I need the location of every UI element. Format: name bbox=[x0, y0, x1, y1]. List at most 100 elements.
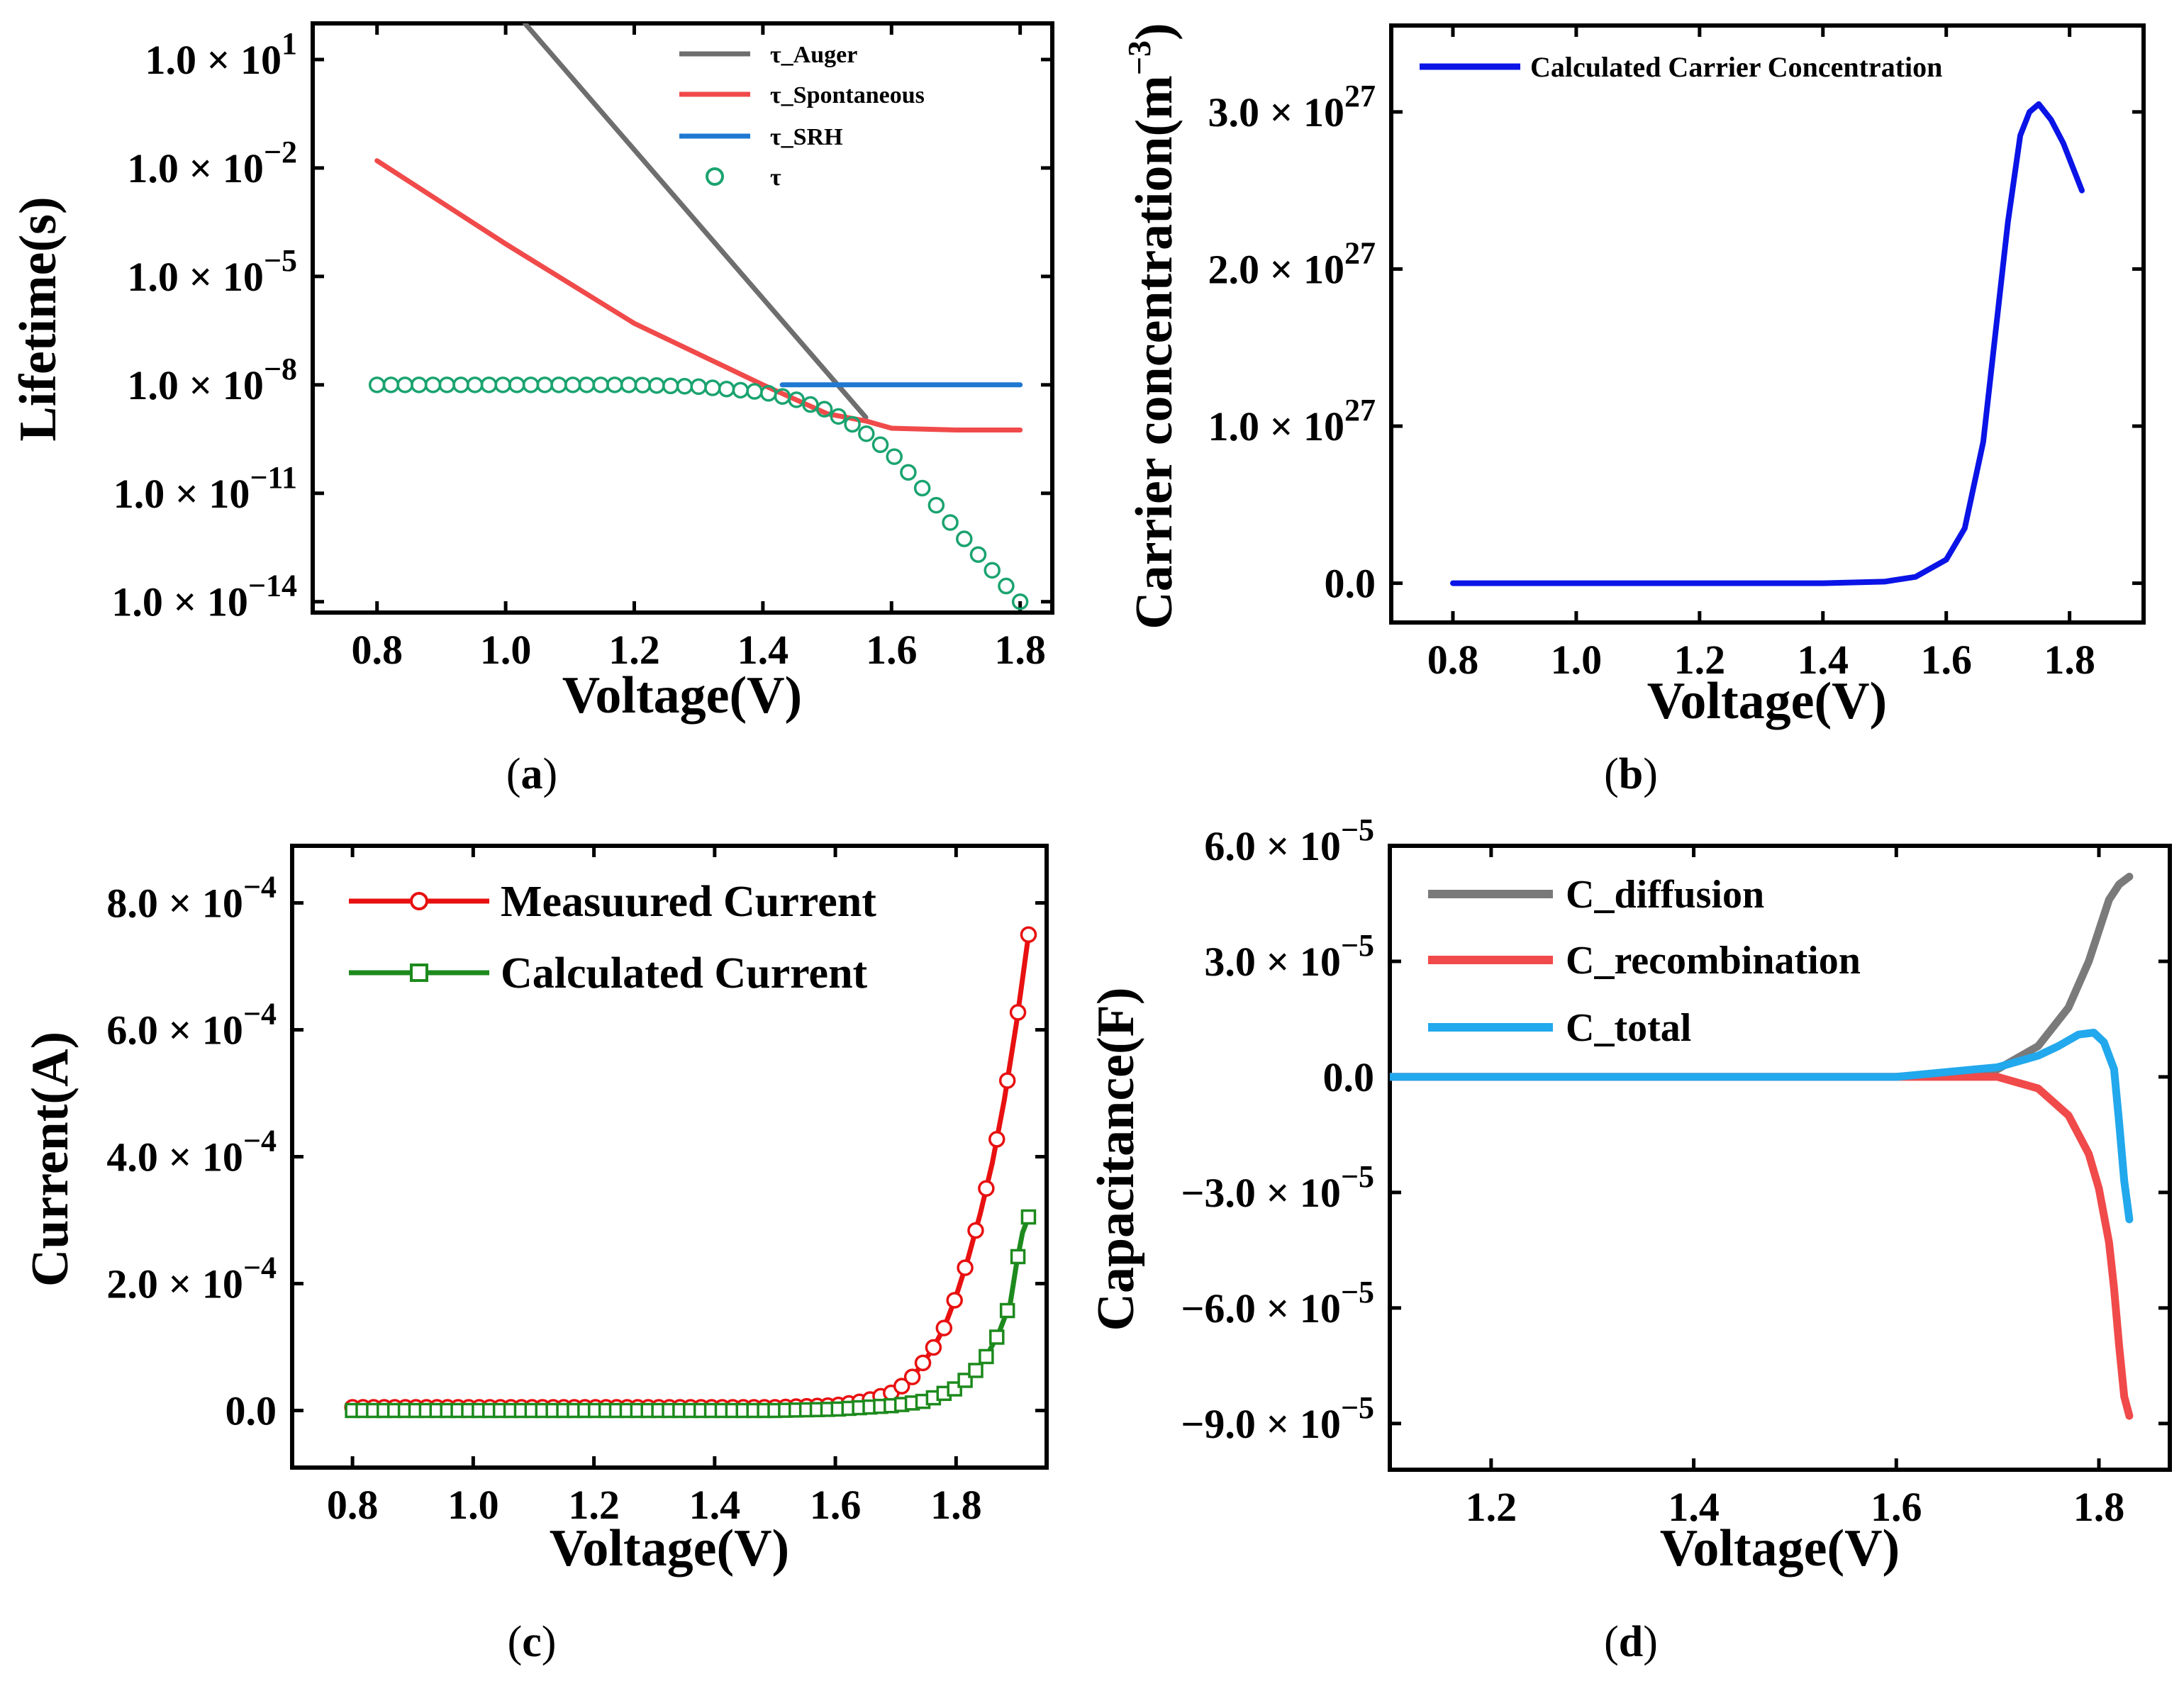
marker-series-3 bbox=[508, 376, 525, 393]
y-tick-label: 1.0 × 10−11 bbox=[113, 460, 297, 517]
y-axis-title-b: Carrier concentration(m−3) bbox=[1121, 23, 1183, 629]
y-tick-label: 8.0 × 10−4 bbox=[106, 870, 277, 927]
series-line-measuured-current bbox=[350, 932, 1031, 1410]
y-tick-label: 6.0 × 10−5 bbox=[1204, 812, 1374, 869]
y-axis-title-a: Lifetime(s) bbox=[9, 196, 67, 441]
x-tick-label: 1.4 bbox=[689, 1482, 741, 1528]
x-ticks-d: 1.2 1.4 1.6 1.8 bbox=[1466, 846, 2124, 1530]
legend-label-recombination: C_recombination bbox=[1566, 939, 1861, 983]
x-tick-label: 1.8 bbox=[2044, 637, 2095, 683]
legend-label-total: C_total bbox=[1566, 1006, 1691, 1050]
marker-measuured-current bbox=[925, 1339, 942, 1356]
marker-series-3 bbox=[871, 436, 889, 454]
marker-series-3 bbox=[704, 379, 721, 396]
marker-series-3 bbox=[676, 378, 693, 395]
marker-series-3 bbox=[956, 530, 973, 547]
marker-measuured-current bbox=[935, 1319, 953, 1336]
y-axis-title-d: Capacitance(F) bbox=[1087, 988, 1145, 1331]
y-tick-label: 0.0 bbox=[1323, 1054, 1375, 1100]
x-tick-label: 1.6 bbox=[810, 1482, 862, 1528]
legend-label-measured: Measuured Current bbox=[501, 878, 876, 926]
x-tick-label: 1.0 bbox=[447, 1482, 499, 1528]
x-axis-title-b: Voltage(V) bbox=[1647, 672, 1887, 730]
x-tick-label: 0.8 bbox=[327, 1482, 379, 1528]
marker-series-3 bbox=[606, 376, 623, 393]
axes-frame-d bbox=[1388, 844, 2172, 1472]
marker-series-3 bbox=[480, 376, 498, 393]
marker-series-3 bbox=[411, 376, 428, 393]
x-tick-label: 1.8 bbox=[930, 1482, 982, 1528]
marker-series-3 bbox=[886, 448, 903, 465]
x-axis-title-d: Voltage(V) bbox=[1660, 1519, 1900, 1577]
marker-measuured-current bbox=[914, 1354, 932, 1372]
x-tick-label: 1.8 bbox=[994, 627, 1046, 673]
marker-series-3 bbox=[662, 377, 679, 395]
x-tick-label: 0.8 bbox=[1427, 637, 1479, 683]
marker-series-3 bbox=[536, 376, 554, 393]
x-ticks-a: 0.8 1.0 1.2 1.4 1.6 1.8 bbox=[351, 23, 1046, 673]
y-tick-label: 6.0 × 10−4 bbox=[106, 997, 277, 1054]
legend-d: C_diffusion C_recombination C_total bbox=[1428, 873, 1861, 1050]
marker-measuured-current bbox=[893, 1378, 910, 1395]
marker-series-3 bbox=[648, 376, 665, 394]
legend-label-auger: τ_Auger bbox=[770, 42, 857, 68]
x-tick-label: 1.6 bbox=[1871, 1484, 1922, 1530]
legend-a: τ_Auger τ_Spontaneous τ_SRH τ bbox=[679, 42, 925, 191]
marker-calculated-current bbox=[979, 1348, 994, 1365]
caption-c: (c) bbox=[508, 1618, 557, 1666]
y-tick-label: 1.0 × 10−2 bbox=[127, 135, 297, 191]
marker-calculated-current bbox=[1010, 1249, 1026, 1265]
marker-measuured-current bbox=[978, 1180, 995, 1197]
marker-series-3 bbox=[830, 408, 847, 425]
legend-label-srh: τ_SRH bbox=[770, 124, 843, 150]
caption-b: (b) bbox=[1604, 750, 1658, 798]
y-ticks-d: 6.0 × 10−5 3.0 × 10−5 0.0 −3.0 × 10−5 −6.0 ×… bbox=[1181, 812, 2170, 1447]
legend-label-spontaneous: τ_Spontaneous bbox=[770, 82, 925, 108]
plot-area-a bbox=[368, 23, 1029, 610]
marker-measuured-current bbox=[946, 1292, 963, 1309]
marker-series-3 bbox=[844, 415, 861, 433]
x-tick-label: 1.2 bbox=[1674, 637, 1726, 683]
panel-c-current: 0.8 1.0 1.2 1.4 1.6 1.8 0.0 2.0 × 10−4 4.0 × 10… bbox=[21, 844, 1049, 1666]
marker-series-3 bbox=[718, 380, 735, 398]
marker-series-3 bbox=[452, 376, 469, 393]
axes-frame-a bbox=[311, 21, 1054, 615]
x-tick-label: 0.8 bbox=[351, 627, 403, 673]
series-line-calculated-carrier-concentration bbox=[1450, 101, 2085, 586]
panel-b-carrier-concentration: 0.8 1.0 1.2 1.4 1.6 1.8 0.0 1.0 × 1027 2.0 × 10… bbox=[1121, 23, 2146, 798]
marker-measuured-current bbox=[957, 1259, 974, 1276]
x-tick-label: 1.4 bbox=[1668, 1484, 1720, 1530]
marker-series-3 bbox=[396, 376, 413, 393]
y-tick-label: 1.0 × 10−14 bbox=[111, 569, 297, 625]
series-line-c-recombination bbox=[1390, 1073, 2134, 1420]
caption-a: (a) bbox=[506, 750, 557, 798]
marker-calculated-current bbox=[1020, 1209, 1037, 1225]
x-tick-label: 1.2 bbox=[608, 627, 660, 673]
marker-measuured-current bbox=[1009, 1004, 1027, 1021]
y-tick-label: 3.0 × 10−5 bbox=[1204, 928, 1374, 985]
marker-series-3 bbox=[578, 376, 596, 393]
marker-series-3 bbox=[1011, 593, 1029, 610]
legend-marker-measured bbox=[410, 892, 428, 910]
marker-series-3 bbox=[494, 376, 511, 393]
panel-d-capacitance: 1.2 1.4 1.6 1.8 6.0 × 10−5 3.0 × 10−5 0.0 −3.0… bbox=[1087, 812, 2172, 1666]
marker-series-3 bbox=[788, 391, 805, 408]
x-tick-label: 1.4 bbox=[1798, 637, 1849, 683]
x-tick-label: 1.0 bbox=[1551, 637, 1603, 683]
legend-label-carrier: Calculated Carrier Concentration bbox=[1530, 51, 1942, 83]
marker-series-3 bbox=[746, 383, 763, 400]
series-line-auger bbox=[522, 23, 869, 420]
marker-measuured-current bbox=[988, 1131, 1005, 1148]
y-tick-label: 1.0 × 10−8 bbox=[127, 352, 297, 408]
y-tick-label: 1.0 × 1027 bbox=[1208, 393, 1376, 449]
plot-area-d bbox=[1390, 873, 2134, 1420]
marker-series-3 bbox=[927, 496, 945, 514]
marker-series-3 bbox=[522, 376, 540, 393]
marker-measuured-current bbox=[1020, 926, 1037, 944]
series-line-spontaneous bbox=[374, 158, 1023, 432]
plot-area-c bbox=[344, 926, 1037, 1419]
x-tick-label: 1.2 bbox=[568, 1482, 620, 1528]
y-tick-label: 2.0 × 10−4 bbox=[106, 1250, 277, 1307]
y-tick-label: 1.0 × 101 bbox=[145, 26, 297, 83]
